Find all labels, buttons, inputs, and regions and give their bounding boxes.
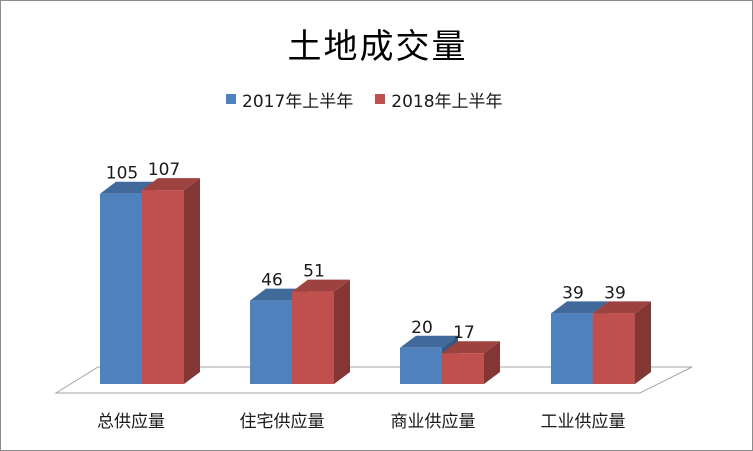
value-label-2-2: 51 xyxy=(303,262,325,282)
bar-front xyxy=(442,353,484,384)
value-label-2-4: 39 xyxy=(604,283,626,303)
value-labels-group: 105 107 46 51 20 17 39 39 xyxy=(106,160,626,343)
bar-2-3 xyxy=(442,341,500,384)
legend-label-series-1: 2017年上半年 xyxy=(242,91,354,112)
bar-top xyxy=(551,301,609,314)
bar-top xyxy=(442,341,500,354)
bar-front xyxy=(250,300,292,384)
bar-top xyxy=(593,301,651,314)
bar-front xyxy=(593,313,635,384)
category-labels-group: 总供应量 住宅供应量 商业供应量 工业供应量 xyxy=(97,412,626,432)
bar-front xyxy=(100,193,142,384)
chart-title: 土地成交量 xyxy=(287,27,468,67)
value-label-1-3: 20 xyxy=(411,318,433,338)
bar-front xyxy=(400,347,442,384)
bar-top xyxy=(292,279,350,292)
legend-item-series-2: 2018年上半年 xyxy=(375,87,503,112)
bar-top xyxy=(142,178,200,191)
legend-label-series-2: 2018年上半年 xyxy=(391,91,503,112)
bar-front xyxy=(292,291,334,384)
bars-group xyxy=(100,178,651,384)
chart-legend: 2017年上半年 2018年上半年 xyxy=(226,87,525,112)
legend-swatch-series-2 xyxy=(375,94,386,104)
category-label-4: 工业供应量 xyxy=(541,412,626,432)
bar-2-1 xyxy=(142,178,200,384)
bar-2-4 xyxy=(593,301,651,384)
bar-front xyxy=(551,313,593,384)
value-label-2-1: 107 xyxy=(148,160,180,180)
legend-item-series-1: 2017年上半年 xyxy=(226,87,353,112)
value-label-1-1: 105 xyxy=(106,164,138,184)
bar-side xyxy=(184,178,200,384)
bar-2-2 xyxy=(292,279,350,384)
bar-side xyxy=(484,341,500,384)
bar-front xyxy=(142,190,184,384)
bar-side xyxy=(635,301,651,384)
category-label-3: 商业供应量 xyxy=(391,412,476,432)
category-label-1: 总供应量 xyxy=(97,412,165,432)
value-label-1-4: 39 xyxy=(562,283,584,303)
category-label-2: 住宅供应量 xyxy=(240,412,325,432)
chart-floor xyxy=(54,366,693,394)
legend-swatch-series-1 xyxy=(226,94,236,104)
bar-side xyxy=(334,279,350,384)
bar-top xyxy=(400,335,458,348)
value-label-2-3: 17 xyxy=(453,323,475,343)
value-label-1-2: 46 xyxy=(261,271,283,291)
